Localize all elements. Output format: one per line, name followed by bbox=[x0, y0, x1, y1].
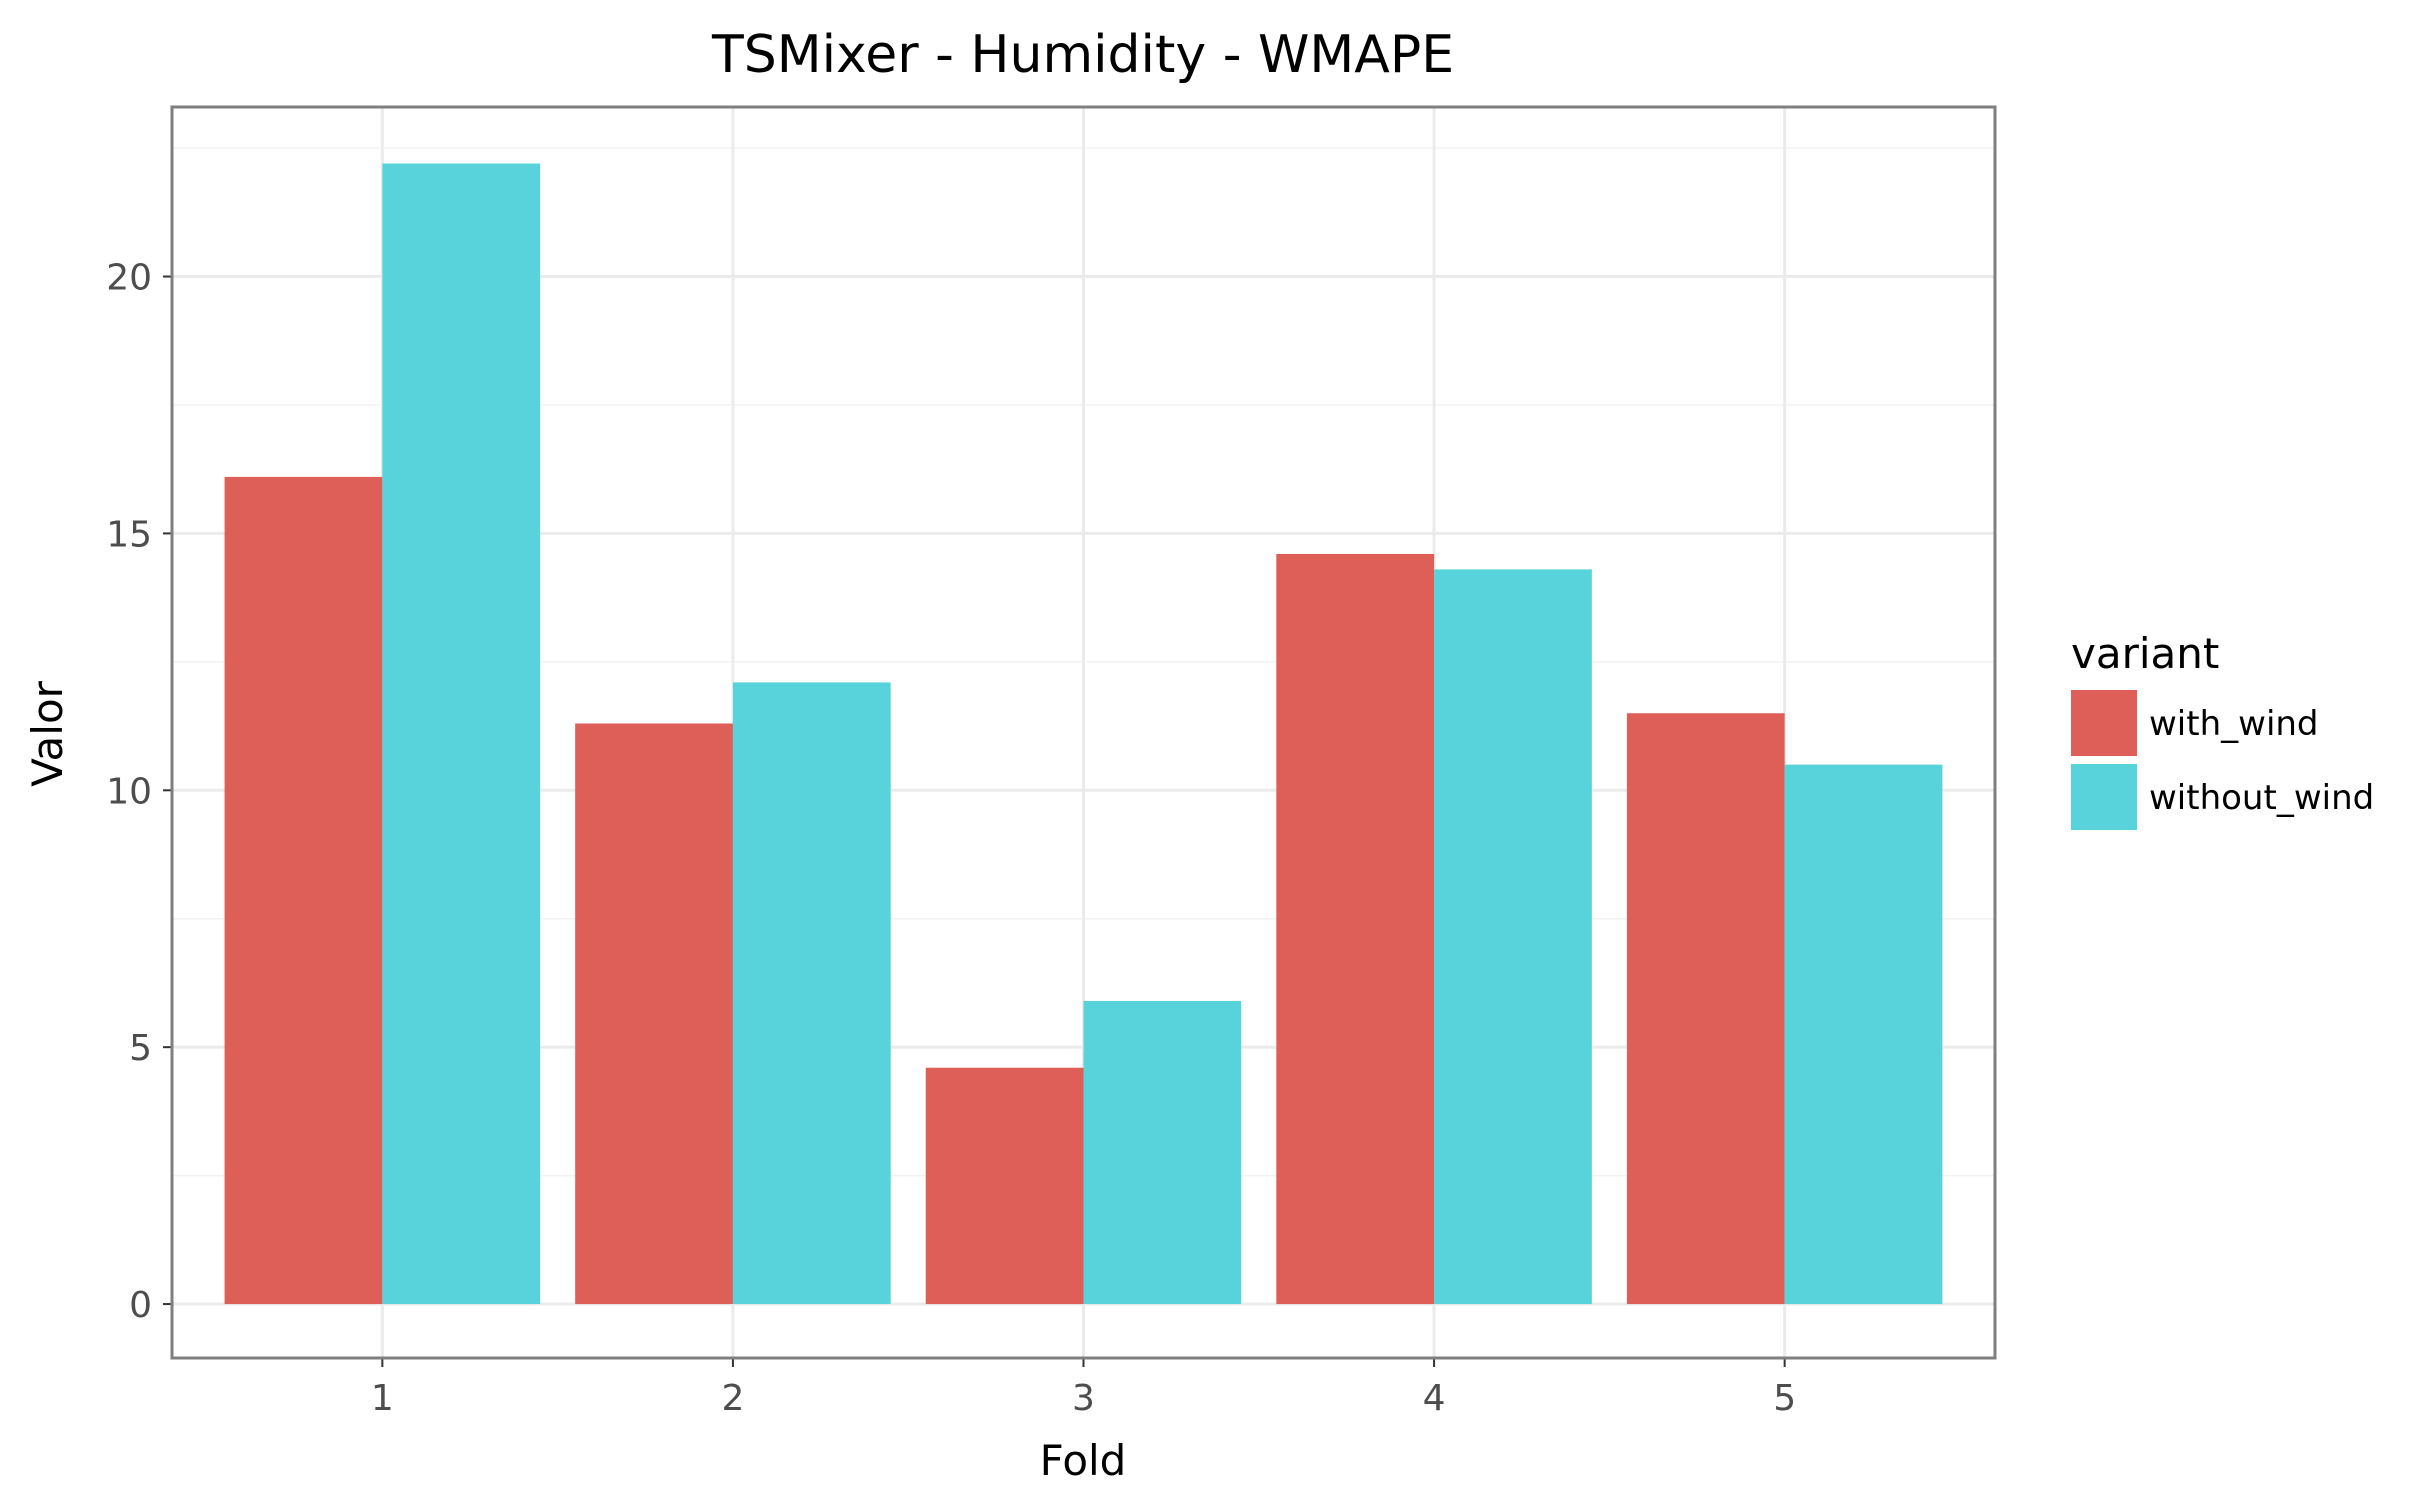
x-tick-label: 3 bbox=[1072, 1378, 1095, 1419]
bar-with_wind bbox=[925, 1067, 1084, 1305]
x-tick-label: 5 bbox=[1773, 1378, 1796, 1419]
bar-with_wind bbox=[1626, 713, 1785, 1305]
bar-with_wind bbox=[575, 723, 733, 1305]
x-tick-label: 1 bbox=[371, 1378, 394, 1419]
x-axis-title: Fold bbox=[1040, 1436, 1127, 1485]
axes: 0 5 10 15 20 1 2 3 4 5 bbox=[106, 105, 1997, 1419]
legend-key-without_wind bbox=[2071, 764, 2137, 830]
legend-label-without_wind: without_wind bbox=[2149, 778, 2374, 818]
legend: with_wind without_wind bbox=[2071, 690, 2374, 830]
bar-without_wind bbox=[382, 163, 541, 1305]
x-tick-label: 4 bbox=[1423, 1378, 1446, 1419]
bar-without_wind bbox=[1784, 764, 1943, 1305]
bars bbox=[224, 163, 1943, 1305]
y-axis-title: Valor bbox=[23, 680, 72, 787]
y-tick-label: 10 bbox=[106, 771, 152, 812]
bar-with_wind bbox=[224, 476, 383, 1305]
bar-without_wind bbox=[1434, 569, 1592, 1305]
y-tick-label: 20 bbox=[106, 258, 152, 299]
legend-key-with_wind bbox=[2071, 690, 2137, 756]
bar-without_wind bbox=[732, 682, 891, 1305]
bar-with_wind bbox=[1276, 553, 1435, 1305]
y-tick-label: 5 bbox=[129, 1028, 152, 1069]
legend-title: variant bbox=[2071, 629, 2219, 678]
legend-label-with_wind: with_wind bbox=[2149, 704, 2319, 744]
panel-border bbox=[170, 105, 1997, 1360]
y-tick-label: 15 bbox=[106, 514, 152, 555]
chart-title: TSMixer - Humidity - WMAPE bbox=[711, 25, 1454, 85]
x-tick-label: 2 bbox=[721, 1378, 744, 1419]
y-tick-label: 0 bbox=[129, 1285, 152, 1326]
bar-without_wind bbox=[1083, 1000, 1242, 1305]
